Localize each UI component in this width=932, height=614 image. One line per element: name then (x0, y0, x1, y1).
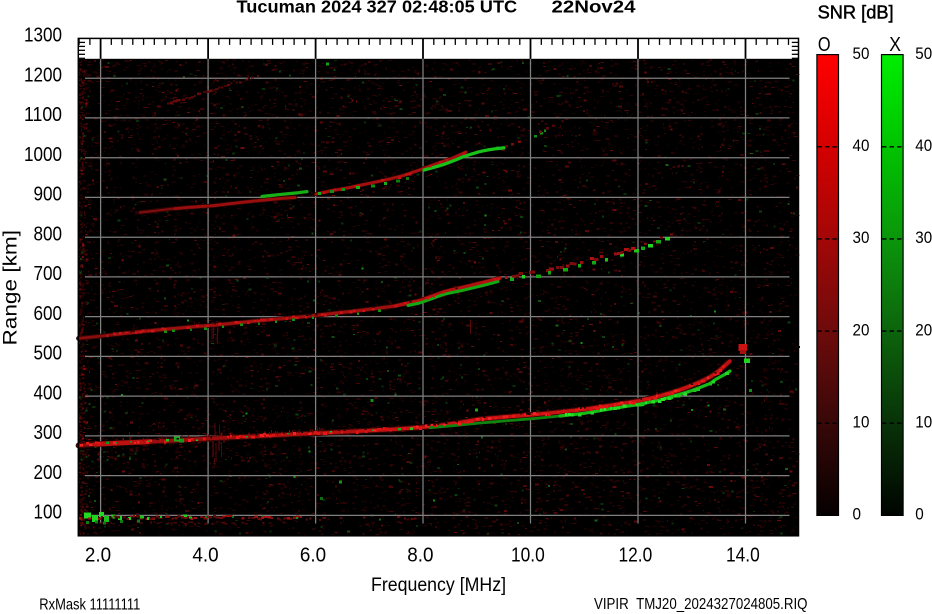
svg-text:50: 50 (853, 44, 870, 63)
svg-text:12.0: 12.0 (619, 545, 653, 567)
svg-text:X: X (889, 34, 901, 56)
svg-text:50: 50 (915, 44, 932, 63)
svg-text:400: 400 (34, 382, 63, 404)
svg-text:8.0: 8.0 (407, 545, 433, 567)
svg-text:10: 10 (853, 412, 870, 431)
svg-text:800: 800 (34, 224, 63, 246)
svg-text:1300: 1300 (24, 25, 62, 47)
svg-text:30: 30 (915, 228, 932, 247)
svg-text:VIPIR TMJ20_2024327024805.RIQ: VIPIR TMJ20_2024327024805.RIQ (594, 596, 808, 613)
svg-text:6.0: 6.0 (300, 545, 326, 567)
svg-text:100: 100 (34, 502, 63, 524)
svg-text:10.0: 10.0 (511, 545, 545, 567)
svg-text:0: 0 (915, 505, 924, 524)
svg-text:O: O (818, 34, 831, 56)
svg-text:30: 30 (853, 228, 870, 247)
svg-text:40: 40 (915, 136, 932, 155)
svg-text:SNR [dB]: SNR [dB] (818, 2, 894, 23)
svg-text:300: 300 (34, 422, 63, 444)
svg-text:20: 20 (915, 320, 932, 339)
svg-text:900: 900 (34, 184, 63, 206)
svg-text:1000: 1000 (24, 144, 62, 166)
svg-text:40: 40 (853, 136, 870, 155)
svg-text:4.0: 4.0 (192, 545, 218, 567)
svg-text:200: 200 (34, 462, 63, 484)
svg-text:2.0: 2.0 (85, 545, 111, 567)
svg-text:20: 20 (853, 320, 870, 339)
svg-text:22Nov24: 22Nov24 (552, 0, 636, 16)
svg-text:10: 10 (915, 412, 932, 431)
svg-text:1100: 1100 (24, 104, 62, 126)
svg-text:0: 0 (853, 505, 862, 524)
svg-text:Frequency [MHz]: Frequency [MHz] (371, 574, 506, 596)
svg-text:600: 600 (34, 303, 63, 325)
svg-text:RxMask 11111111: RxMask 11111111 (39, 597, 140, 614)
svg-text:Range [km]: Range [km] (0, 230, 22, 346)
svg-text:Tucuman 2024 327 02:48:05 UTC: Tucuman 2024 327 02:48:05 UTC (237, 0, 518, 16)
svg-text:500: 500 (34, 343, 63, 365)
svg-text:1200: 1200 (24, 65, 62, 87)
svg-text:14.0: 14.0 (726, 545, 760, 567)
svg-text:700: 700 (34, 263, 63, 285)
